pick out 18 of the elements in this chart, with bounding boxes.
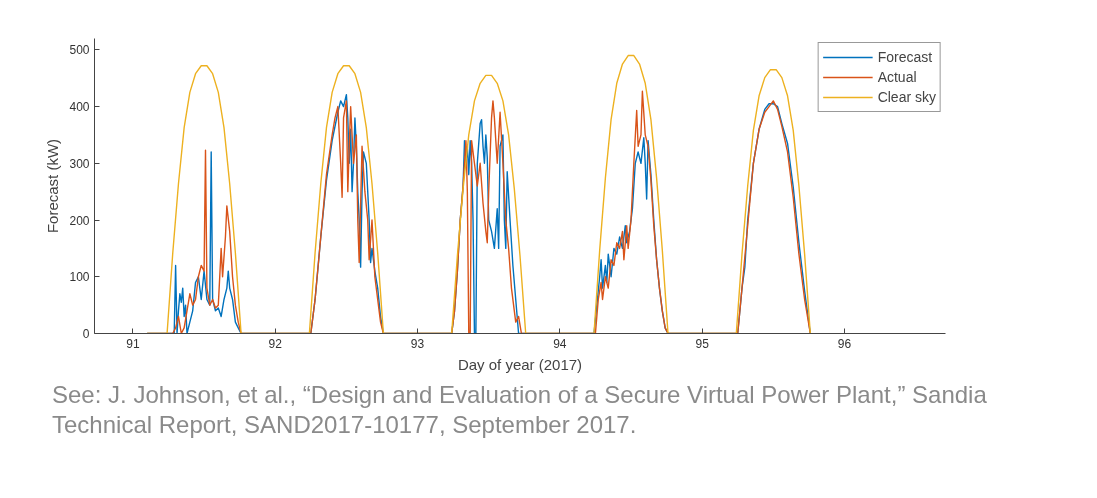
y-axis-title: Forecast (kW) <box>44 138 62 234</box>
x-tick-label: 91 <box>126 336 140 351</box>
x-tick-label: 93 <box>410 336 425 351</box>
y-tick-label: 400 <box>69 100 90 115</box>
y-tick-label: 0 <box>82 327 90 341</box>
y-tick-label: 200 <box>69 213 90 228</box>
x-axis-title: Day of year (2017) <box>457 355 583 373</box>
y-tick-label: 500 <box>69 43 90 58</box>
x-tick-label: 92 <box>268 336 283 351</box>
y-tick-label: 300 <box>69 156 90 171</box>
text: See: J. Johnson, et al., “Design and Evaluation of a Secure Virtual Power Plant,” Sandia Technical Report, SAND2017-10177, September 2017. <box>52 380 988 440</box>
x-tick-label: 95 <box>695 336 710 351</box>
legend-label: Actual <box>877 69 917 85</box>
legend-label: Forecast <box>877 49 933 65</box>
x-tick-label: 94 <box>553 336 567 351</box>
x-tick-label: 96 <box>837 336 852 351</box>
legend-label: Clear sky <box>877 89 936 105</box>
y-tick-label: 100 <box>69 270 90 285</box>
